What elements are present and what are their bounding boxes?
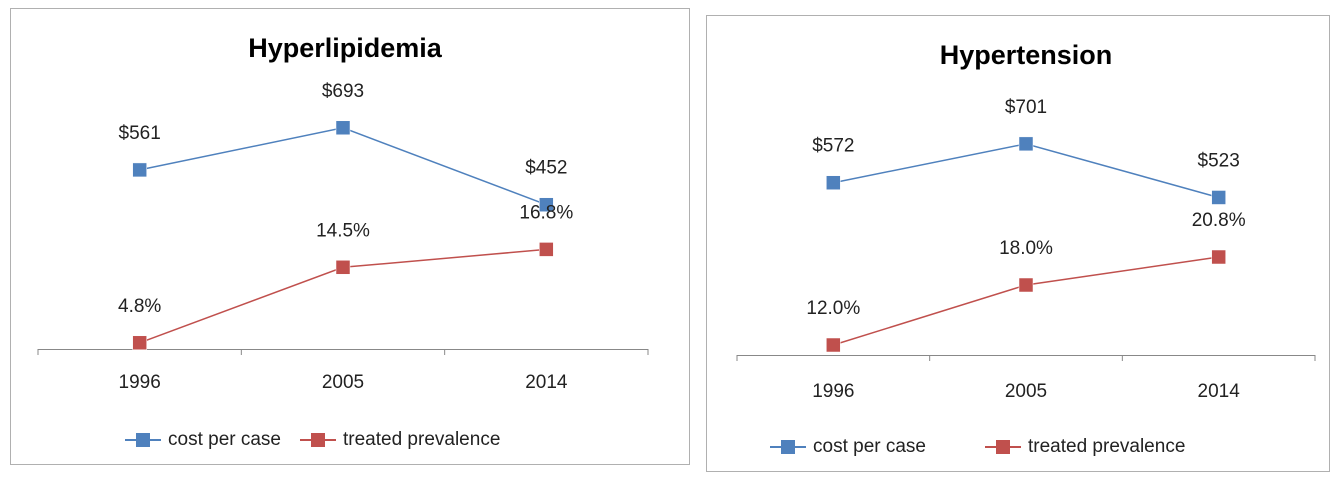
- legend-label: treated prevalence: [343, 429, 500, 450]
- data-label: 12.0%: [806, 298, 860, 319]
- legend-marker: [996, 440, 1010, 454]
- chart-frame: [706, 15, 1330, 472]
- x-tick-label: 1996: [119, 372, 161, 393]
- marker: [1211, 249, 1226, 265]
- legend-marker: [136, 433, 150, 447]
- marker: [1018, 136, 1034, 152]
- legend-label: treated prevalence: [1028, 436, 1185, 457]
- chart-title: Hyperlipidemia: [248, 33, 443, 63]
- x-tick-label: 1996: [812, 381, 854, 402]
- x-tick-label: 2014: [525, 372, 568, 393]
- data-label: 14.5%: [316, 220, 370, 241]
- data-label: 20.8%: [1192, 210, 1246, 231]
- x-tick-label: 2005: [322, 372, 364, 393]
- marker: [1211, 190, 1226, 205]
- data-label: $693: [322, 81, 364, 102]
- data-label: 16.8%: [519, 202, 573, 223]
- marker: [132, 162, 147, 178]
- data-label: 18.0%: [999, 238, 1053, 259]
- legend-label: cost per case: [813, 436, 926, 457]
- marker: [335, 120, 351, 136]
- chart-frame: [10, 8, 690, 465]
- marker: [539, 197, 554, 212]
- legend-marker: [311, 433, 325, 447]
- x-tick-label: 2014: [1198, 381, 1241, 402]
- marker: [1018, 277, 1034, 293]
- marker: [132, 335, 147, 351]
- marker: [539, 242, 554, 257]
- data-label: $452: [525, 158, 567, 179]
- data-label: $561: [119, 123, 161, 144]
- legend-marker: [781, 440, 795, 454]
- data-label: $701: [1005, 97, 1047, 118]
- legend-label: cost per case: [168, 429, 281, 450]
- data-label: 4.8%: [118, 296, 161, 317]
- data-label: $572: [812, 136, 854, 157]
- marker: [335, 260, 351, 275]
- x-tick-label: 2005: [1005, 381, 1047, 402]
- data-label: $523: [1198, 150, 1240, 171]
- marker: [826, 175, 841, 190]
- chart-title: Hypertension: [940, 40, 1113, 70]
- marker: [826, 337, 841, 353]
